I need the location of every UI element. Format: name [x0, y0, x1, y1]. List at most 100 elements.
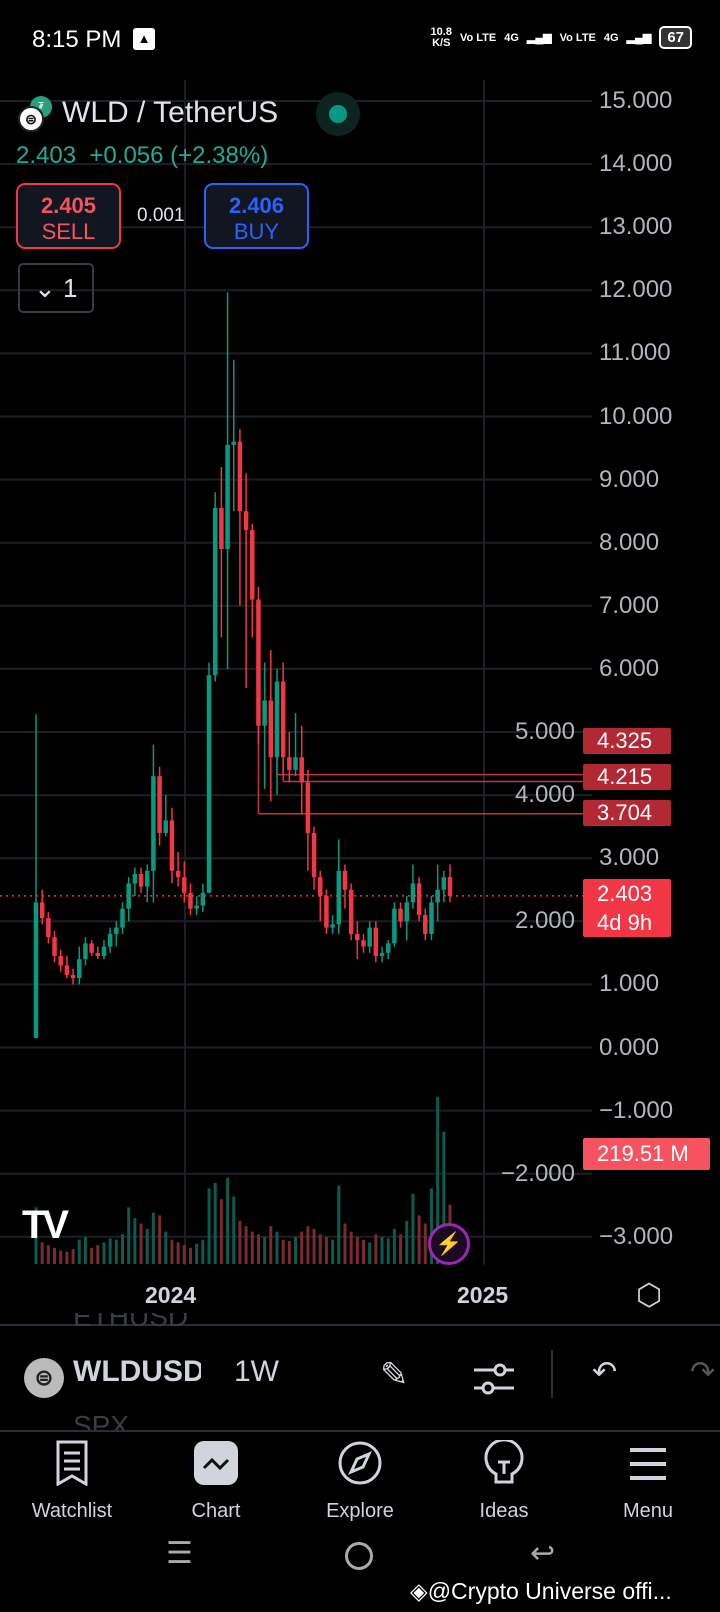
candle-body [33, 902, 39, 1039]
candle-body [219, 507, 224, 550]
watchlist-icon [56, 1440, 88, 1486]
symbol-title[interactable]: WLD / TetherUS [62, 96, 279, 129]
time-axis-label: 2025 [457, 1282, 509, 1308]
battery-icon: 67 [659, 26, 692, 49]
collapse-indicators-button[interactable]: ⌄ 1 [18, 263, 94, 313]
net-speed-value: 10.8 [430, 25, 452, 38]
volume-bar [244, 1226, 248, 1264]
price-axis-label: 8.000 [599, 528, 660, 556]
buy-label: BUY [233, 219, 280, 244]
candle-body [311, 832, 317, 878]
price-axis-label: 3.000 [599, 844, 660, 872]
worldcoin-icon: ⊜ [24, 1358, 64, 1398]
volume-bar [213, 1183, 217, 1264]
nav-ideas[interactable]: Ideas [449, 1440, 559, 1523]
nav-label: Menu [622, 1500, 674, 1522]
candle-body [361, 940, 366, 947]
volume-bar [269, 1226, 273, 1264]
notification-app-icon: ▲ [133, 28, 155, 50]
sell-label: SELL [41, 219, 96, 244]
redo-icon[interactable]: ↷ [690, 1356, 716, 1389]
candle-body [77, 959, 82, 979]
candle-body [39, 902, 45, 919]
volume-bar [145, 1228, 149, 1264]
undo-icon[interactable]: ↶ [592, 1356, 618, 1389]
prev-symbol[interactable]: ETHUSD [73, 1313, 188, 1335]
volume-bar [442, 1131, 446, 1264]
volume-bar [176, 1242, 180, 1264]
volume-bar [164, 1231, 168, 1264]
hamburger-menu-icon [630, 1448, 666, 1480]
candle-body [169, 820, 175, 871]
candle-body [70, 974, 76, 979]
volume-bar [151, 1212, 155, 1264]
drawing-tools-icon[interactable]: ✎ [380, 1356, 409, 1394]
price-chart[interactable] [0, 80, 720, 1280]
nav-watchlist[interactable]: Watchlist [17, 1440, 127, 1523]
volume-bar [263, 1237, 267, 1264]
volume-bar [417, 1215, 421, 1264]
candle-body [225, 444, 230, 550]
nav-explore[interactable]: Explore [305, 1440, 415, 1523]
candle-body [175, 870, 181, 878]
volume-bar [411, 1193, 415, 1264]
volume-bar [386, 1238, 390, 1264]
volume-bar [380, 1237, 384, 1264]
sell-button[interactable]: 2.405 SELL [16, 183, 121, 249]
price-axis-label: −2.000 [500, 1159, 575, 1187]
nav-label: Chart [191, 1500, 241, 1522]
candle-body [157, 776, 162, 833]
bar-countdown: 4d 9h [597, 910, 653, 935]
price-axis-label: 4.000 [514, 781, 575, 809]
nav-label: Ideas [479, 1500, 529, 1522]
interval-selector[interactable]: 1W [234, 1355, 279, 1388]
sim1-label: Vo LTE [459, 31, 497, 44]
volume-bar [114, 1239, 118, 1264]
volume-bar [343, 1223, 347, 1264]
level-label: 4.325 [583, 728, 671, 754]
volume-bar [40, 1242, 44, 1264]
nav-chart[interactable]: Chart [161, 1440, 271, 1523]
volume-bar [201, 1239, 205, 1264]
sell-price: 2.405 [40, 193, 97, 218]
level-label: 4.215 [583, 764, 671, 790]
buy-button[interactable]: 2.406 BUY [204, 183, 309, 249]
spread: 0.001 [137, 205, 185, 226]
tradingview-logo[interactable]: TV [22, 1203, 69, 1247]
volume-bar [170, 1239, 174, 1264]
volume-bar [226, 1177, 230, 1264]
divider [0, 1430, 720, 1432]
candle-body [231, 441, 236, 445]
candle-body [324, 896, 329, 928]
volume-bar [83, 1237, 87, 1264]
price-axis-label: 15.000 [599, 87, 673, 114]
nav-label: Watchlist [31, 1500, 113, 1522]
candle-body [126, 883, 131, 909]
candle-body [262, 700, 267, 726]
sim2-network: 4G [603, 31, 619, 44]
price-axis-label: 14.000 [599, 150, 673, 178]
watermark: ◈@Crypto Universe offi... [410, 1578, 672, 1605]
indicators-settings-icon[interactable] [472, 1360, 516, 1396]
indicator-count: 1 [63, 273, 78, 303]
volume-bar [337, 1185, 341, 1264]
volume-bar [195, 1243, 199, 1264]
volume-bar [349, 1231, 353, 1264]
next-symbol[interactable]: SPX [73, 1410, 129, 1430]
settings-hexagon-icon[interactable]: ⬡ [636, 1279, 663, 1312]
prev-symbol-label: ETHUSD [73, 1313, 189, 1332]
volume-bar [108, 1238, 112, 1264]
volume-bar [34, 1207, 38, 1264]
home-icon[interactable] [345, 1542, 373, 1570]
candle-body [441, 877, 447, 890]
nav-menu[interactable]: Menu [593, 1440, 703, 1523]
back-icon[interactable]: ↩ [530, 1537, 556, 1570]
candle-body [287, 757, 292, 770]
volume-bar [71, 1249, 75, 1264]
recent-apps-icon[interactable]: ☰ [166, 1537, 193, 1570]
lightning-icon[interactable]: ⚡ [428, 1223, 470, 1265]
symbol-selector[interactable]: WLDUSD [73, 1355, 201, 1388]
candle-body [237, 441, 243, 512]
volume-bar [392, 1228, 396, 1264]
volume-bar [139, 1223, 143, 1264]
